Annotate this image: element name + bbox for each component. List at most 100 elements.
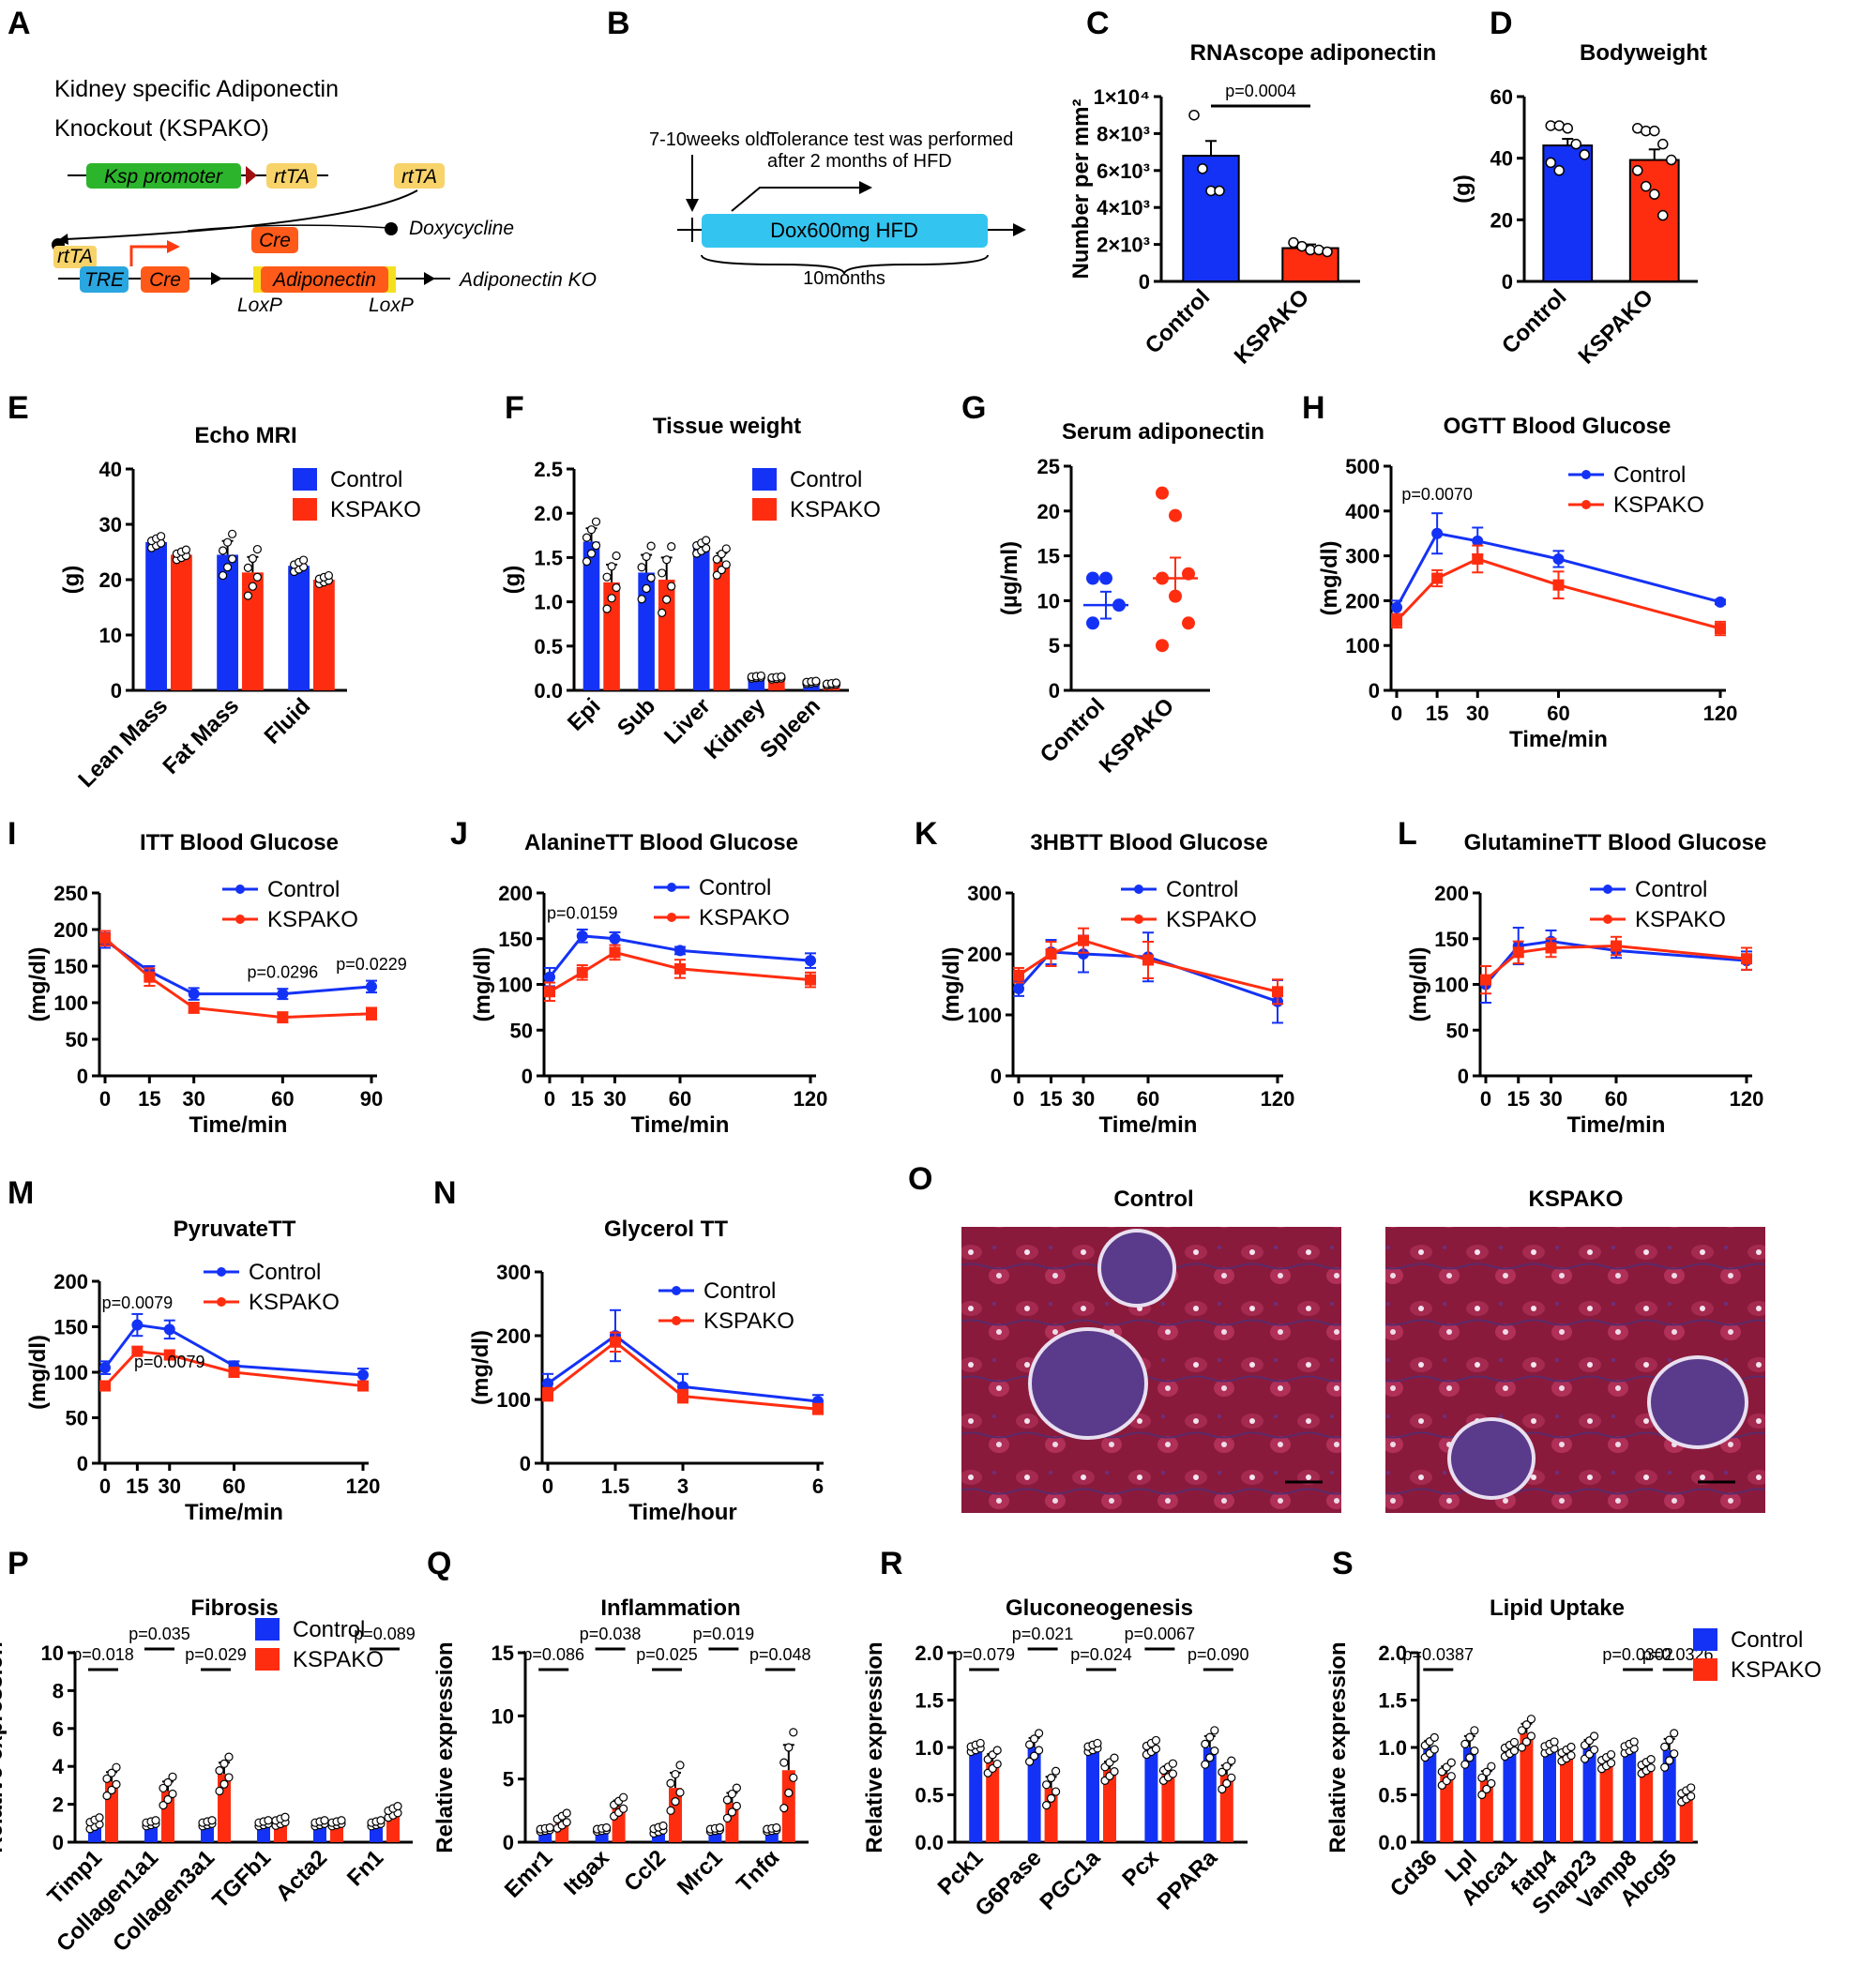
data-point [168, 1772, 177, 1781]
rtta-label-1: rtTA [274, 166, 310, 188]
y-axis-label: (mg/dl) [1406, 947, 1431, 1022]
x-tick-label: PGC1a [1035, 1845, 1105, 1915]
p-value: p=0.0079 [134, 1353, 205, 1371]
bar [1599, 1762, 1613, 1842]
y-tick-label: 20 [1037, 500, 1060, 523]
data-point [1517, 1726, 1527, 1735]
data-point [1657, 209, 1669, 221]
data-point [1632, 165, 1643, 176]
y-axis-label: (g) [1450, 174, 1475, 204]
x-tick-label: 15 [1039, 1087, 1062, 1111]
data-point [1553, 165, 1565, 176]
bar [1144, 1747, 1158, 1842]
data-point [168, 1789, 177, 1799]
legend-marker-control [217, 1267, 226, 1277]
y-axis-label: (µg/ml) [997, 541, 1022, 615]
data-point [1521, 1720, 1532, 1730]
y-tick-label: 0 [1139, 270, 1150, 294]
bar [1542, 144, 1594, 282]
y-tick-label: 2.5 [534, 458, 563, 481]
legend-label-kspako: KSPAKO [330, 497, 421, 522]
data-point [144, 971, 156, 983]
data-point [1579, 149, 1590, 160]
data-point [1322, 246, 1333, 258]
chart-n: N Glycerol TT 0 100 200 300 (mg/dl) 0 1.5 3 6 Time/… [433, 1175, 824, 1525]
data-point [1562, 123, 1573, 134]
panel-letter-b: B [607, 6, 630, 41]
chart-title: Fibrosis [190, 1595, 278, 1621]
y-axis-label: Number per mm² [1068, 98, 1094, 279]
bar [217, 554, 238, 690]
p-value: p=0.018 [72, 1645, 134, 1664]
data-point [658, 608, 667, 618]
y-tick-label: 2.0 [534, 502, 563, 525]
chart-c: C RNAscope adiponectin 0 2×10³ 4×10³ 6×10³ 8×1… [1068, 6, 1436, 370]
chart-title: Inflammation [600, 1595, 740, 1621]
cre-label-2: Cre [259, 230, 291, 251]
data-point [1526, 1715, 1536, 1724]
chart-title: Echo MRI [194, 423, 296, 448]
data-point [1086, 571, 1099, 585]
data-point [601, 1822, 612, 1833]
x-tick-label: 15 [1426, 702, 1448, 725]
x-tick-label: Sub [613, 693, 660, 741]
y-tick-label: 0.5 [915, 1784, 944, 1807]
y-axis-label: Relative expression [432, 1641, 458, 1852]
data-point [1545, 942, 1557, 954]
data-point [1034, 1746, 1044, 1755]
data-point [223, 537, 233, 547]
tolerance-line1: Tolerance test was performed [767, 129, 1013, 150]
legend-label-kspako: KSPAKO [1613, 492, 1704, 518]
data-point [1156, 486, 1169, 500]
x-tick-label: 120 [346, 1474, 381, 1498]
data-point [591, 541, 601, 551]
bar [1628, 159, 1680, 282]
data-point [1526, 1731, 1536, 1741]
bar [1582, 1747, 1596, 1842]
y-tick-label: 10 [99, 624, 122, 647]
panel-letter-h: H [1302, 390, 1325, 426]
y-axis-label: Relative expression [1325, 1641, 1351, 1852]
x-axis-label: Time/min [1099, 1112, 1198, 1138]
data-point [1566, 1742, 1576, 1752]
data-point [992, 1759, 1002, 1769]
data-point [1110, 1767, 1119, 1777]
legend-label-kspako: KSPAKO [1635, 907, 1726, 932]
data-point [228, 1367, 240, 1378]
data-point [610, 1336, 621, 1348]
data-point [732, 1801, 742, 1811]
x-tick-label: 0 [1391, 702, 1402, 725]
data-point [1182, 616, 1195, 630]
legend-marker-kspako [217, 1297, 226, 1307]
data-point [805, 974, 816, 986]
data-point [219, 546, 228, 555]
data-point [1649, 189, 1660, 200]
data-point [1218, 1767, 1227, 1777]
data-point [1214, 185, 1225, 197]
chart-k: K 3HBTT Blood Glucose 0 100 200 300 (mg/dl) 0 15… [915, 816, 1294, 1138]
data-point [219, 1759, 229, 1768]
x-tick-label: Control [1497, 284, 1571, 358]
y-tick-label: 1.5 [915, 1689, 944, 1713]
data-point [151, 1816, 160, 1825]
y-tick-label: 200 [498, 882, 533, 905]
data-point [1391, 614, 1402, 627]
data-point [674, 962, 686, 975]
y-tick-label: 0 [1458, 1065, 1469, 1088]
x-tick-label: Itgax [559, 1845, 614, 1900]
legend-label-kspako: KSPAKO [704, 1308, 794, 1334]
data-point [992, 1746, 1002, 1755]
data-point [1051, 1787, 1061, 1796]
legend-label-control: Control [704, 1278, 776, 1304]
data-point [157, 532, 166, 541]
p-value: p=0.019 [693, 1625, 755, 1643]
bar [242, 572, 264, 690]
panel-letter-g: G [961, 390, 986, 426]
data-point [159, 1801, 168, 1810]
data-point [658, 568, 667, 578]
data-point [248, 582, 257, 591]
y-tick-label: 6×10³ [1097, 159, 1150, 183]
